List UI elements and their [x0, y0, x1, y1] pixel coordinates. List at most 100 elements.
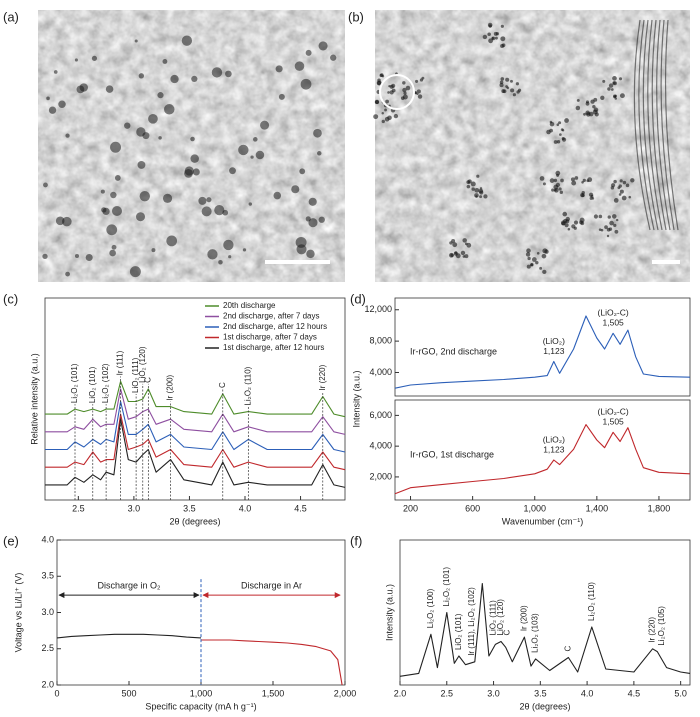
peak-label: 1,505	[603, 318, 625, 328]
particle	[391, 83, 396, 88]
particle	[114, 175, 121, 181]
y-axis-label: Intensity (a.u.)	[384, 584, 394, 641]
particle	[585, 101, 590, 106]
particle	[619, 93, 625, 99]
series-label: Ir-rGO, 2nd discharge	[410, 346, 497, 356]
particle	[58, 100, 66, 109]
particle	[570, 177, 575, 182]
peak-label: Li₂O₂ (103)	[531, 613, 540, 653]
particle	[608, 227, 613, 231]
particle	[278, 93, 285, 100]
particle	[500, 77, 505, 81]
particle	[560, 178, 564, 183]
particle	[405, 85, 411, 91]
particle	[488, 38, 494, 44]
peak-label: (LiO₂)	[543, 434, 565, 444]
particle	[306, 249, 315, 259]
particle	[135, 212, 146, 222]
peak-label: LiO₂ (111)	[131, 357, 140, 393]
particle	[380, 73, 384, 77]
x-tick-label: 1,800	[648, 503, 671, 513]
particle	[308, 218, 318, 228]
particle	[391, 88, 396, 93]
particle	[541, 253, 547, 259]
particle	[305, 49, 312, 56]
particle	[499, 80, 504, 84]
particle	[589, 196, 593, 200]
particle	[494, 36, 498, 40]
peak-label: LiO₂ (120)	[138, 346, 147, 383]
peak-label: Ir (111), Li₂O₂ (102)	[467, 587, 476, 656]
particle	[162, 193, 173, 203]
particle	[124, 122, 131, 129]
particle	[76, 85, 85, 94]
particle	[479, 190, 484, 195]
particle	[630, 178, 635, 183]
peak-label: Ir (220)	[648, 617, 657, 643]
graphene-edge	[651, 19, 667, 231]
particle	[487, 22, 493, 28]
particle	[500, 24, 504, 28]
particle	[137, 160, 146, 169]
particle	[613, 223, 617, 227]
range-label: Discharge in Ar	[241, 580, 302, 590]
highlight-circle	[379, 74, 415, 110]
series-line	[399, 582, 691, 677]
particle	[476, 174, 480, 178]
particle	[91, 55, 98, 61]
particle	[158, 136, 162, 140]
y-tick-label: 2,000	[369, 471, 392, 481]
particle	[531, 257, 537, 262]
particle	[542, 248, 548, 254]
particle	[483, 194, 488, 199]
particle	[43, 182, 48, 188]
particle	[526, 248, 531, 253]
particle	[211, 67, 223, 78]
y-tick-label: 4,000	[369, 441, 392, 451]
particle	[614, 229, 619, 234]
particle	[615, 218, 619, 222]
particle	[613, 179, 617, 184]
particle	[228, 255, 232, 259]
particle	[415, 79, 419, 83]
particle	[225, 70, 232, 78]
x-tick-label: 5.0	[674, 688, 687, 698]
peak-label: Li₂O₂ (102)	[101, 363, 110, 403]
particle	[464, 254, 469, 259]
particles	[42, 19, 679, 278]
x-tick-label: 1,000	[190, 688, 213, 698]
particle	[109, 249, 116, 257]
y-tick-label: 2.5	[41, 643, 54, 653]
peak-label: (LiO₂)	[543, 336, 565, 346]
particle	[192, 168, 200, 176]
x-tick-label: 2.0	[394, 688, 407, 698]
panel-label: (c)	[3, 291, 18, 306]
particle	[593, 97, 598, 102]
x-tick-label: 500	[121, 688, 136, 698]
x-tick-label: 1,400	[586, 503, 609, 513]
tem-image-b	[375, 10, 690, 282]
particle	[214, 205, 225, 216]
particle	[377, 81, 382, 86]
y-tick-label: 3.0	[41, 607, 54, 617]
y-axis-label: Relative intensity (a.u.)	[29, 353, 39, 445]
series-line	[201, 639, 343, 686]
legend-label: 1st discharge, after 7 days	[223, 333, 317, 342]
particle	[600, 228, 604, 232]
y-axis-label: Voltage vs Li/Li⁺ (V)	[13, 573, 23, 653]
particle	[416, 89, 421, 94]
graphene-edge	[638, 19, 655, 231]
peak-label: Ir (200)	[520, 605, 529, 631]
particle	[139, 190, 150, 202]
particle	[567, 227, 571, 231]
particle	[151, 248, 156, 253]
x-tick-label: 2,000	[334, 688, 357, 698]
particle	[585, 110, 590, 116]
particle	[583, 112, 586, 116]
particle	[393, 113, 399, 119]
particle	[190, 154, 199, 163]
particle	[559, 190, 564, 194]
particle	[622, 180, 627, 185]
y-tick-label: 6,000	[369, 410, 392, 420]
